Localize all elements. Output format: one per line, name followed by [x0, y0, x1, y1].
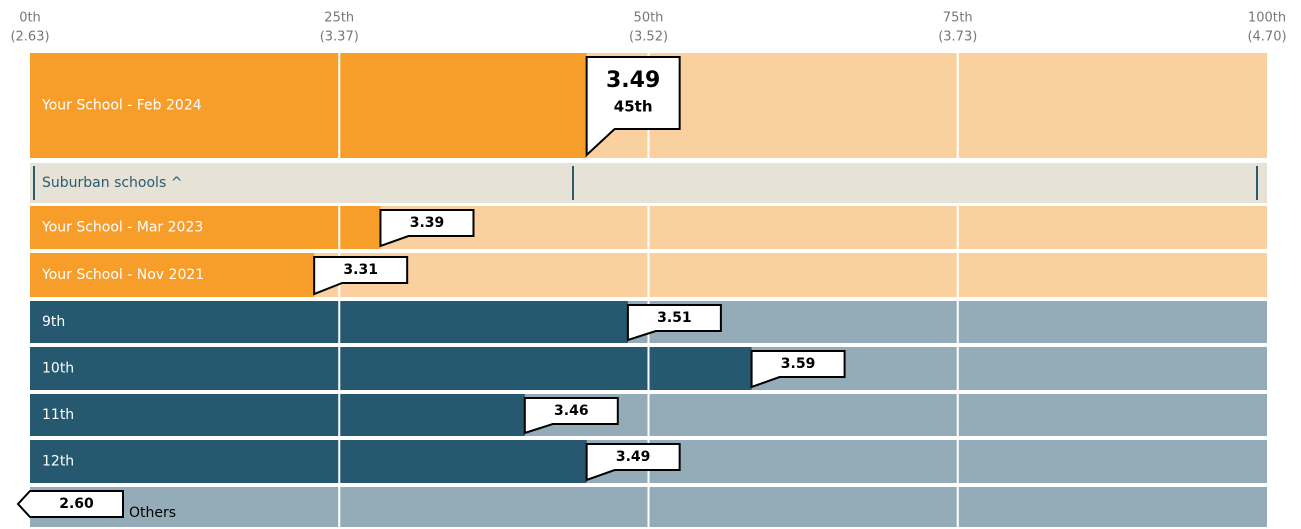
x-tick-label: (2.63)	[10, 30, 49, 45]
x-tick-percentile: 50th	[634, 11, 664, 26]
bar	[30, 440, 587, 483]
bar	[30, 206, 381, 249]
x-tick-label: (3.37)	[320, 30, 359, 45]
x-tick-label: (3.52)	[629, 30, 668, 45]
row-label: 12th	[42, 454, 74, 470]
value-callout	[750, 350, 846, 389]
bar	[30, 394, 525, 436]
value-callout	[626, 304, 722, 342]
row-label: 11th	[42, 407, 74, 423]
value-callout	[523, 397, 619, 435]
value-callout	[585, 56, 681, 158]
value-label: 3.31	[343, 262, 378, 278]
value-label: 3.59	[781, 356, 816, 372]
bar	[30, 253, 315, 297]
value-label: 3.46	[554, 403, 589, 419]
x-tick-percentile: 0th	[19, 11, 41, 26]
x-tick-percentile: 75th	[943, 11, 973, 26]
row-label: Your School - Feb 2024	[41, 98, 202, 114]
row-label: Suburban schools ^	[42, 175, 182, 191]
row-label: 10th	[42, 361, 74, 377]
value-label: 2.60	[59, 496, 94, 512]
row-label: Your School - Nov 2021	[41, 267, 204, 283]
bar-track	[30, 163, 1267, 203]
x-tick-percentile: 25th	[324, 11, 354, 26]
percentile-label: 45th	[614, 98, 653, 116]
value-label: 3.39	[410, 215, 445, 231]
value-label: 3.49	[616, 449, 651, 465]
x-tick-label: (4.70)	[1247, 30, 1286, 45]
row-label: Your School - Mar 2023	[41, 220, 203, 236]
row-label: 9th	[42, 314, 65, 330]
value-callout	[313, 256, 409, 296]
value-callout	[379, 209, 475, 248]
value-callout	[16, 490, 124, 518]
x-tick-percentile: 100th	[1248, 11, 1286, 26]
x-tick-label: (3.73)	[938, 30, 977, 45]
value-label: 3.49	[606, 68, 660, 93]
bar	[30, 53, 587, 158]
value-callout	[585, 443, 681, 482]
value-label: 3.51	[657, 310, 692, 326]
row-label: Others	[129, 505, 176, 521]
bar	[30, 301, 628, 343]
bar	[30, 347, 752, 390]
